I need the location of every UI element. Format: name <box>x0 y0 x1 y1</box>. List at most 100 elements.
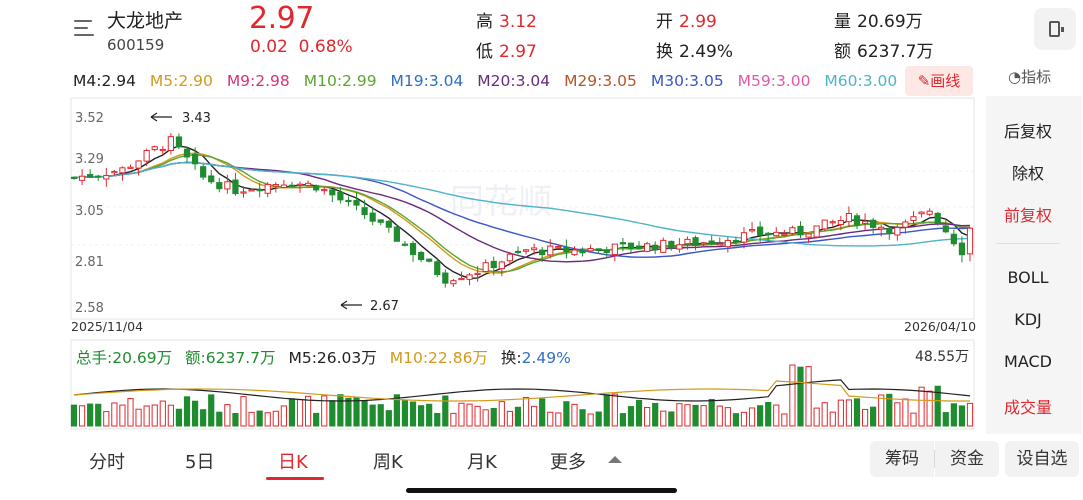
candle-body <box>829 221 836 224</box>
candle-body <box>361 207 368 216</box>
candle-body <box>304 182 312 187</box>
volume-turnover-label: 换: <box>500 349 522 367</box>
volume-bar <box>627 406 635 427</box>
candle-body <box>78 175 86 181</box>
tab-monthly-k[interactable]: 月K <box>467 452 497 473</box>
volume-bar <box>450 412 457 427</box>
gauge-icon: ◔ <box>1008 68 1022 86</box>
candle-body <box>313 185 320 191</box>
caret-up-icon[interactable] <box>608 456 622 463</box>
candle-body <box>950 233 957 245</box>
stat-value: 20.69万 <box>857 12 923 32</box>
volume-max-label: 48.55万 <box>915 349 970 365</box>
volume-bar <box>87 403 94 427</box>
volume-bar <box>434 412 441 427</box>
ma-item: M4:2.94 <box>73 72 136 90</box>
candle-body <box>450 280 457 285</box>
volume-bar <box>555 412 562 427</box>
volume-bar <box>288 398 296 427</box>
home-indicator <box>406 488 677 493</box>
y-tick: 3.29 <box>75 152 104 167</box>
volume-bar <box>474 405 481 427</box>
candle-body <box>603 249 610 254</box>
volume-bar <box>813 407 820 427</box>
volume-bar <box>652 402 659 427</box>
tab-intraday[interactable]: 分时 <box>89 452 125 473</box>
volume-bar <box>571 403 578 427</box>
candle-body <box>555 245 562 249</box>
stat-open: 开 2.99 <box>656 7 717 32</box>
stat-label: 换 <box>656 42 673 62</box>
candle-body <box>256 189 263 192</box>
side-item-pre-adjusted[interactable]: 前复权 <box>1003 206 1052 225</box>
volume-bar <box>926 390 933 427</box>
volume-bar <box>668 411 675 427</box>
price-panel-frame <box>70 97 975 320</box>
landscape-toggle-button[interactable] <box>1034 8 1076 50</box>
add-watchlist-button[interactable]: 设自选 <box>1005 441 1079 477</box>
tab-more[interactable]: 更多 <box>550 452 586 473</box>
y-tick: 2.81 <box>75 255 104 270</box>
change-percent: 0.68% <box>298 37 353 57</box>
stat-label: 开 <box>656 12 673 32</box>
candle-body <box>595 248 602 251</box>
period-tabs: 分时 5日 日K 周K 月K 更多 <box>0 438 1083 484</box>
side-item-boll[interactable]: BOLL <box>1007 268 1049 287</box>
volume-bar <box>272 410 279 427</box>
side-item-volume[interactable]: 成交量 <box>1003 398 1052 417</box>
volume-bar <box>611 393 618 427</box>
volume-bar <box>644 406 651 427</box>
volume-ma-lines <box>73 379 971 402</box>
kline-chart[interactable]: 同花顺 3.52 3.29 3.05 2.81 2.58 2025/11/04 … <box>0 95 986 435</box>
volume-bar <box>224 404 231 427</box>
indicator-button[interactable]: ◔指标 <box>1008 66 1051 87</box>
volume-bars <box>70 364 974 427</box>
volume-ma-line <box>73 380 970 402</box>
menu-icon[interactable] <box>74 20 96 38</box>
volume-bar <box>506 410 513 427</box>
tab-weekly-k[interactable]: 周K <box>373 452 403 473</box>
high-marker-label: 3.43 <box>182 111 211 126</box>
side-item-ex-rights[interactable]: 除权 <box>1011 164 1044 183</box>
volume-bar <box>111 402 118 427</box>
candle-body <box>579 251 586 254</box>
candle-body <box>797 225 804 236</box>
volume-panel-frame <box>70 339 975 430</box>
candle-body <box>748 229 756 232</box>
candle-body <box>732 239 740 243</box>
side-item-macd[interactable]: MACD <box>1004 352 1052 371</box>
candle-body <box>191 153 199 165</box>
volume-bar <box>232 413 239 427</box>
tab-5day[interactable]: 5日 <box>185 452 215 473</box>
volume-bar <box>587 413 594 427</box>
volume-bar <box>635 399 643 427</box>
candle-body <box>522 249 530 252</box>
volume-bar <box>910 412 917 427</box>
side-item-kdj[interactable]: KDJ <box>1014 310 1042 329</box>
ma-item: M9:2.98 <box>226 72 290 90</box>
funds-button[interactable]: 资金 <box>935 441 999 477</box>
ma-item: M29:3.05 <box>564 72 637 90</box>
side-item-post-adjusted[interactable]: 后复权 <box>1003 122 1052 141</box>
volume-bar <box>208 394 215 427</box>
candle-body <box>385 220 392 228</box>
candle-body <box>490 260 497 269</box>
volume-bar <box>426 403 433 427</box>
volume-m10: M10:22.86万 <box>389 349 488 367</box>
volume-bar <box>918 386 925 427</box>
candle-body <box>296 183 304 186</box>
volume-bar <box>514 406 522 427</box>
volume-bar <box>167 404 174 427</box>
draw-line-button[interactable]: ✎画线 <box>905 66 973 96</box>
chips-button[interactable]: 筹码 <box>870 441 934 477</box>
volume-bar <box>353 396 360 427</box>
candle-body <box>417 251 425 261</box>
candle-body <box>910 216 917 221</box>
volume-bar <box>966 402 974 427</box>
y-tick: 3.52 <box>75 111 104 126</box>
candle-body <box>135 160 142 169</box>
candle-body <box>765 232 772 236</box>
ma-line <box>73 153 971 273</box>
tab-daily-k[interactable]: 日K <box>278 452 308 473</box>
stat-amount: 额 6237.7万 <box>834 37 933 62</box>
